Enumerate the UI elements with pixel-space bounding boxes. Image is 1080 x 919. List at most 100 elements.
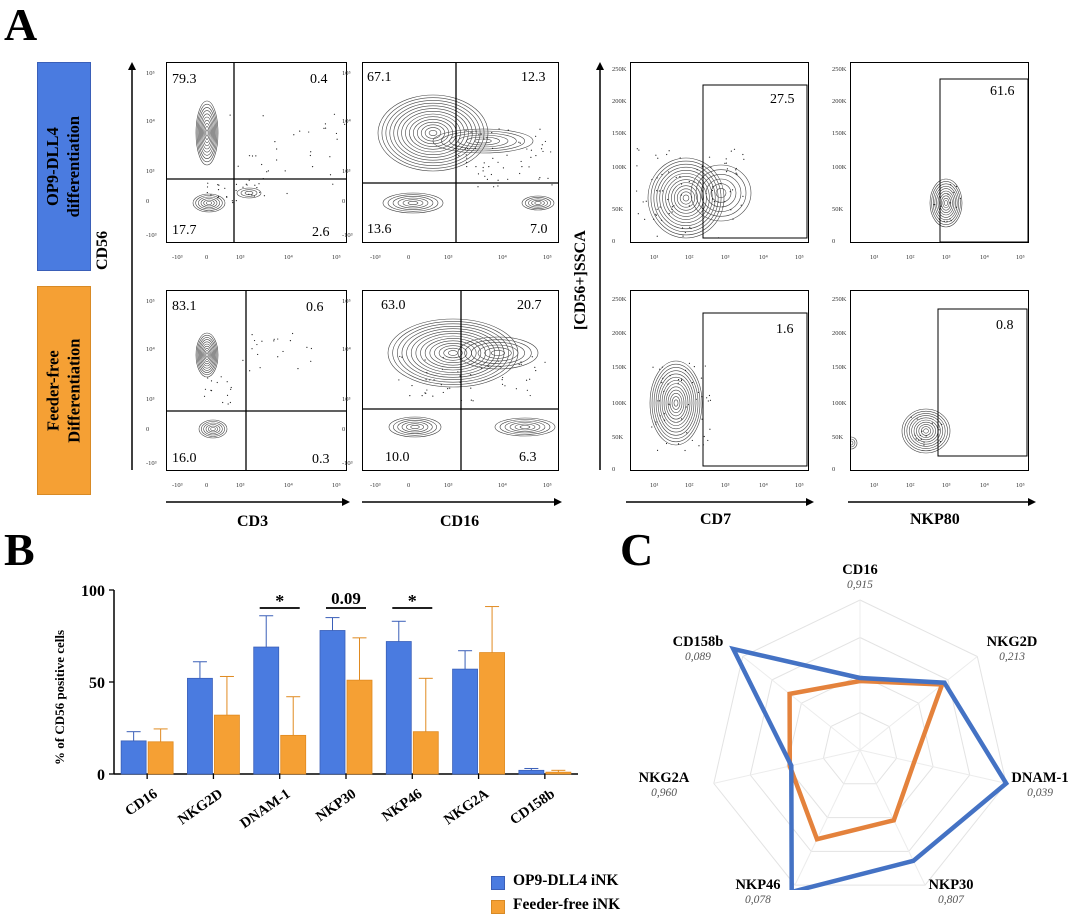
flow-ff-cd16-event <box>534 366 536 368</box>
tick-label: 10³ <box>146 396 155 403</box>
group-label-feeder: Feeder-free Differentiation <box>37 286 91 495</box>
flow-ff-nkp80-event <box>910 416 912 418</box>
flow-op9-cd7-contour <box>671 182 701 214</box>
legend-swatch-op9 <box>491 876 505 890</box>
flow-op9-cd7-event <box>730 150 732 152</box>
flow-ff-cd3-event <box>251 334 253 336</box>
flow-ff-cd16-contour <box>494 417 556 437</box>
flow-op9-cd7-event <box>712 186 714 188</box>
flow-ff-nkp80-contour <box>911 417 941 445</box>
flow-op9-cd3-event <box>235 183 238 185</box>
flow-op9-cd7-event <box>655 213 657 215</box>
flow-ff-nkp80-event <box>939 440 941 443</box>
flow-op9-cd7-event <box>655 154 657 156</box>
flow-op9-cd3-event <box>276 148 278 150</box>
radar-p-cd16: 0,915 <box>847 579 873 591</box>
flow-ff-cd16-contour <box>438 345 468 361</box>
axis-title-nkp80: NKP80 <box>910 511 960 528</box>
flow-op9-cd16-event <box>521 166 523 168</box>
flow-ff-cd16-event <box>526 389 528 391</box>
flow-ff-cd3-contour <box>208 425 218 433</box>
bar-feeder-nkp46 <box>412 731 439 775</box>
tick-label: 10³ <box>721 254 730 261</box>
flow-ff-cd7-contour <box>665 386 687 420</box>
tick-label: 50K <box>832 206 844 213</box>
flow-ff-cd3-event <box>203 395 206 397</box>
flow-op9-cd7-event <box>666 153 668 156</box>
tick-label: 0 <box>205 254 209 261</box>
tick-label: 0 <box>146 426 150 433</box>
flow-op9-cd7-event <box>733 148 736 150</box>
bar-op9-dnam-1 <box>253 646 280 775</box>
flow-op9-cd3-event <box>217 189 220 191</box>
flow-op9-cd16-event <box>507 129 509 131</box>
flow-op9-cd3-event <box>232 201 234 204</box>
bar-feeder-cd16 <box>147 741 174 775</box>
flow-op9-cd3-event <box>206 186 209 188</box>
pct-op9-cd7: 27.5 <box>770 92 795 107</box>
tick-label: 10⁴ <box>498 254 507 261</box>
flow-op9-cd16-contour <box>387 194 439 212</box>
flow-ff-cd7-event <box>709 399 712 401</box>
nkp80-axis-arrow <box>848 498 1036 506</box>
tick-label: 200K <box>832 98 847 105</box>
flow-op9-cd16-event <box>465 129 467 131</box>
flow-op9-cd7-event <box>668 213 670 215</box>
flow-op9-cd7-event <box>661 173 663 176</box>
radar-spoke <box>859 749 1007 784</box>
flow-op9-cd16-contour <box>377 94 489 172</box>
flow-op9-cd3-event <box>333 113 336 115</box>
panel-letter-c: C <box>620 524 654 575</box>
flow-ff-cd16-event <box>449 387 451 389</box>
flow-ff-cd16-contour <box>514 423 536 431</box>
flow-ff-cd3-event <box>230 388 232 390</box>
flow-op9-cd3-contour <box>200 198 218 208</box>
flow-plot-op9-cd7 <box>630 62 809 243</box>
flow-op9-cd16-event <box>475 130 477 132</box>
flow-ff-cd7-event <box>659 415 661 417</box>
flow-ff-cd7-event <box>687 403 689 406</box>
flow-op9-cd7-event <box>682 235 684 237</box>
flow-ff-nkp80-event <box>918 439 920 441</box>
flow-ff-cd3-contour <box>200 341 214 369</box>
tick-label: 50K <box>612 434 624 441</box>
flow-op9-cd16-event <box>502 167 505 169</box>
ssca-axis-arrow <box>596 62 604 470</box>
flow-op9-cd7-event <box>726 168 729 170</box>
flow-op9-cd7-event <box>656 235 658 237</box>
flow-op9-cd7-contour <box>679 191 693 205</box>
flow-ff-cd3-contour <box>205 352 209 358</box>
flow-op9-cd16-event <box>519 142 521 144</box>
flow-ff-cd16-event <box>442 356 444 359</box>
flow-ff-cd3-event <box>229 401 231 404</box>
flow-ff-cd3-event <box>291 332 294 335</box>
flow-ff-cd3-event <box>242 359 244 361</box>
flow-ff-nkp80-event <box>919 434 921 436</box>
flow-op9-cd3-event <box>286 192 288 195</box>
flow-op9-cd7-event <box>725 171 728 173</box>
flow-op9-cd3-event <box>217 197 219 199</box>
tick-label: 0 <box>407 254 411 261</box>
flow-op9-cd3-contour <box>205 129 209 137</box>
radar-label-cd158b: CD158b 0,089 <box>673 634 724 663</box>
flow-op9-cd16-contour <box>424 127 442 139</box>
flow-ff-cd7-event <box>656 449 659 451</box>
radar-label-dnam1: DNAM-1 0,039 <box>1011 770 1068 799</box>
tick-label: 10⁴ <box>284 254 293 261</box>
tick-label: 150K <box>832 364 847 371</box>
flow-ff-cd16-event <box>429 379 431 381</box>
flow-op9-cd16-event <box>520 160 522 163</box>
flow-op9-nkp80-event <box>949 218 951 220</box>
tick-label: 10² <box>906 482 915 489</box>
flow-op9-cd7-contour <box>700 174 742 212</box>
flow-op9-cd16-event <box>492 157 494 160</box>
flow-op9-cd3-contour <box>192 193 226 213</box>
flow-ff-cd16-contour <box>464 339 532 367</box>
bar-category-label: DNAM-1 <box>237 786 294 832</box>
flow-ff-cd7-event <box>663 413 666 415</box>
tick-label: 200K <box>832 330 847 337</box>
tick-label: 0 <box>832 466 836 473</box>
flow-ff-nkp80-event <box>923 441 925 443</box>
flow-ff-cd7-contour <box>651 363 701 443</box>
bar-y-tick-label: 100 <box>81 583 105 600</box>
